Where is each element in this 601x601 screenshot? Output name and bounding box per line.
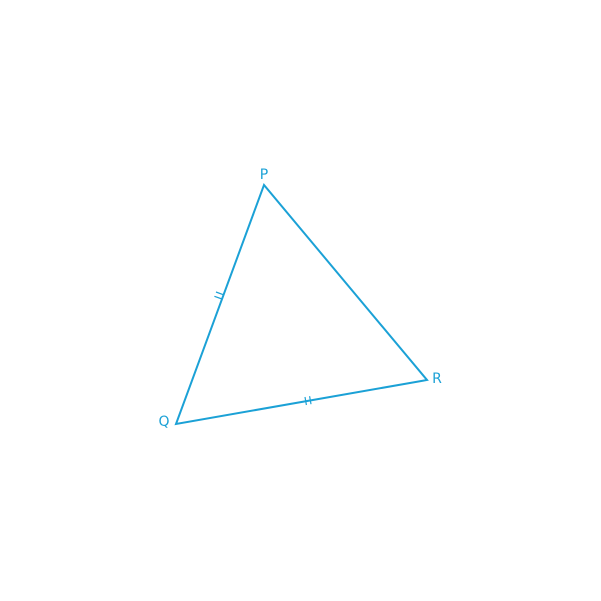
triangle-pqr	[174, 183, 429, 426]
vertex-label-q: Q	[158, 414, 169, 430]
tick-mark-pq-2	[215, 291, 224, 296]
tick-mark-qr-1	[304, 396, 307, 406]
vertex-label-r: R	[432, 371, 442, 387]
tick-mark-qr-2	[309, 396, 312, 405]
vertex-label-p: P	[260, 167, 268, 183]
tick-mark-pq-1	[214, 295, 223, 300]
triangle-group: P Q R	[158, 167, 442, 430]
